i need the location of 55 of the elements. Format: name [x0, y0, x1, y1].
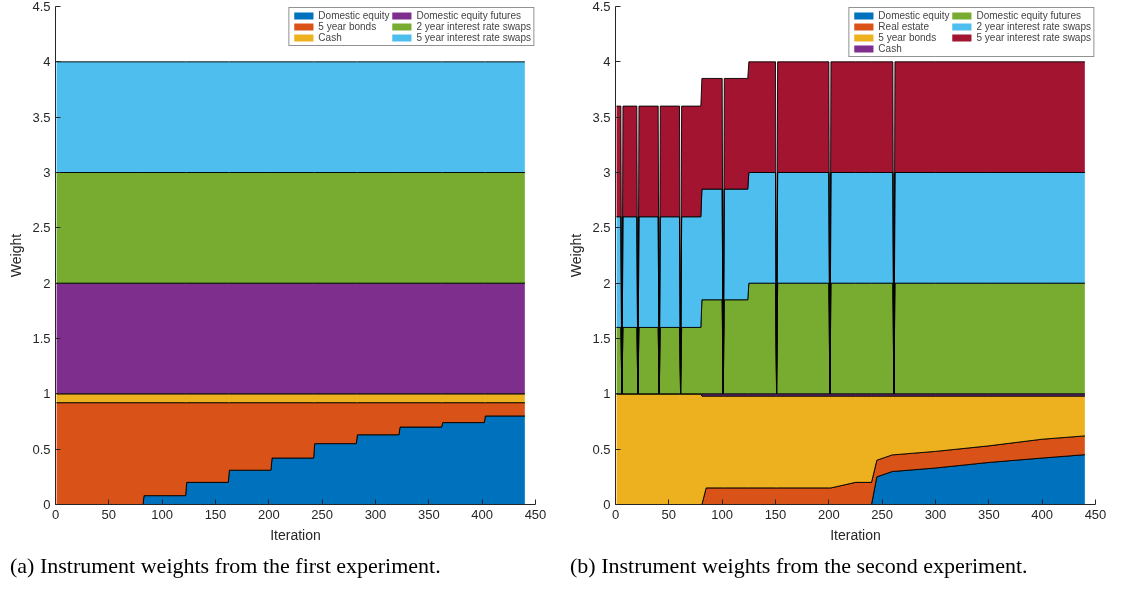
text: (a) Instrument weights from the first experiment.	[10, 552, 441, 580]
y-tick-label: 0.5	[32, 441, 51, 457]
legend-label: Domestic equity	[318, 10, 390, 21]
x-tick-label: 250	[311, 506, 334, 522]
legend-label: Real estate	[878, 21, 929, 32]
y-tick-label: 2	[603, 275, 611, 291]
y-tick-label: 2.5	[592, 220, 611, 236]
x-tick-label: 100	[711, 506, 734, 522]
y-tick-label: 4	[43, 54, 51, 70]
x-tick-label: 300	[924, 506, 947, 522]
legend-label: Domestic equity	[878, 10, 950, 21]
x-tick-label: 150	[764, 506, 787, 522]
legend-label: 2 year interest rate swaps	[416, 21, 531, 32]
x-tick-label: 250	[871, 506, 894, 522]
legend-label: 5 year bonds	[318, 21, 377, 32]
x-tick-label: 200	[257, 506, 280, 522]
x-tick-label: 300	[364, 506, 387, 522]
y-tick-label: 2	[43, 275, 51, 291]
x-tick-label: 350	[417, 506, 440, 522]
x-tick-label: 400	[471, 506, 494, 522]
y-tick-label: 4.5	[32, 0, 51, 14]
y-tick-label: 4.5	[592, 0, 611, 14]
y-tick-label: 1.5	[32, 331, 51, 346]
y-tick-label: 3.5	[592, 109, 611, 125]
legend-label: Domestic equity futures	[416, 10, 521, 21]
text: (b) Instrument weights from the second experiment.	[570, 552, 1028, 580]
y-axis-title: Weight	[8, 233, 25, 278]
y-tick-label: 3	[43, 165, 51, 180]
x-tick-label: 100	[151, 506, 174, 522]
legend-label: 5 year bonds	[878, 32, 937, 43]
y-tick-label: 3	[603, 165, 611, 180]
x-axis-title: Iteration	[830, 526, 881, 543]
legend-label: Cash	[878, 43, 902, 54]
legend-label: Domestic equity futures	[976, 10, 1081, 21]
legend-label: 5 year interest rate swaps	[976, 32, 1091, 43]
y-tick-label: 2.5	[32, 220, 51, 236]
x-tick-label: 350	[977, 506, 1000, 522]
x-tick-label: 50	[661, 506, 677, 522]
y-tick-label: 4	[603, 54, 611, 70]
y-tick-label: 1.5	[592, 331, 611, 346]
x-tick-label: 450	[1084, 506, 1107, 522]
y-tick-label: 3.5	[32, 109, 51, 125]
y-axis-title: Weight	[568, 233, 585, 278]
x-tick-label: 150	[204, 506, 227, 522]
x-tick-label: 450	[524, 506, 547, 522]
legend-label: 2 year interest rate swaps	[976, 21, 1091, 32]
x-axis-title: Iteration	[270, 526, 321, 543]
x-tick-label: 50	[101, 506, 117, 522]
y-tick-label: 0.5	[592, 441, 611, 457]
legend-label: Cash	[318, 32, 342, 43]
y-tick-label: 1	[603, 386, 611, 402]
legend-label: 5 year interest rate swaps	[416, 32, 531, 43]
x-tick-label: 200	[817, 506, 840, 522]
x-tick-label: 400	[1031, 506, 1054, 522]
y-tick-label: 1	[43, 386, 51, 402]
